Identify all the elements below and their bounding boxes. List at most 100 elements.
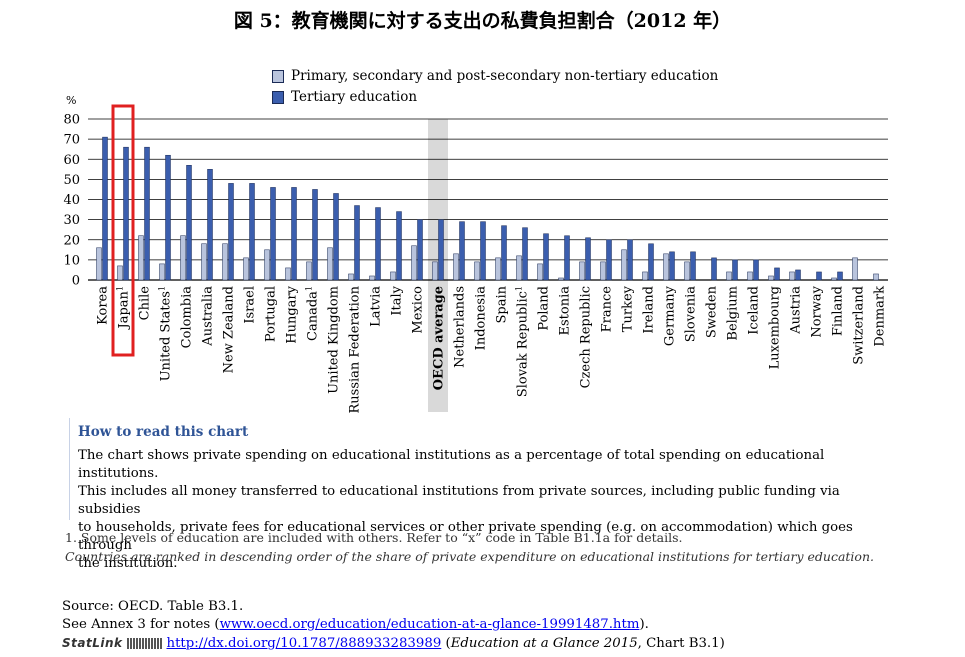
bar-primary xyxy=(516,255,522,281)
bar-tertiary xyxy=(459,221,465,281)
bar-primary xyxy=(327,247,333,281)
category-label: New Zealand xyxy=(222,286,237,373)
category-label: Latvia xyxy=(369,286,384,327)
bar-primary xyxy=(474,261,480,281)
bar-tertiary xyxy=(711,257,717,281)
notes-line: See Annex 3 for notes (www.oecd.org/educ… xyxy=(62,616,725,634)
bar-tertiary xyxy=(396,211,402,281)
legend-swatch-tertiary xyxy=(272,91,284,104)
bar-tertiary xyxy=(312,189,318,281)
bar-tertiary xyxy=(774,267,780,281)
bar-tertiary xyxy=(585,237,591,281)
howto-line: to households, private fees for educatio… xyxy=(78,520,853,553)
chart-legend: Primary, secondary and post-secondary no… xyxy=(272,66,718,108)
bar-primary xyxy=(831,277,837,281)
category-label: Norway xyxy=(810,285,825,337)
bar-primary xyxy=(663,253,669,281)
statlink-ref-title: Education at a Glance 2015 xyxy=(450,636,638,651)
bar-tertiary xyxy=(228,183,234,281)
notes-prefix: See Annex 3 for notes ( xyxy=(62,617,220,632)
bar-tertiary xyxy=(438,219,444,281)
bar-primary xyxy=(852,257,858,281)
bar-primary xyxy=(432,261,438,281)
bar-primary xyxy=(747,271,753,281)
footnote-marker: 1 xyxy=(158,286,167,291)
howto-line: The chart shows private spending on educ… xyxy=(78,448,825,481)
source-block: Source: OECD. Table B3.1. See Annex 3 fo… xyxy=(62,598,725,653)
bar-primary xyxy=(768,275,774,281)
bar-tertiary xyxy=(144,146,150,281)
category-label: Ireland xyxy=(642,286,657,334)
bar-primary xyxy=(789,271,795,281)
bar-primary xyxy=(684,261,690,281)
category-label: Turkey xyxy=(621,285,636,332)
category-label: Poland xyxy=(537,286,552,331)
statlink-ref-close: , Chart B3.1) xyxy=(637,636,725,651)
bar-primary xyxy=(600,261,606,281)
category-label: Belgium xyxy=(726,286,741,341)
annex-link[interactable]: www.oecd.org/education/education-at-a-gl… xyxy=(219,617,640,632)
y-tick-label: 0 xyxy=(72,274,80,289)
category-label: France xyxy=(600,286,615,333)
bar-primary xyxy=(264,249,270,281)
bar-tertiary xyxy=(480,221,486,281)
legend-item-tertiary: Tertiary education xyxy=(272,87,718,108)
category-label: Portugal xyxy=(264,286,279,342)
bar-primary xyxy=(159,263,165,281)
category-label: OECD average xyxy=(432,286,447,390)
bar-tertiary xyxy=(207,169,213,281)
source-line: Source: OECD. Table B3.1. xyxy=(62,599,244,614)
legend-swatch-primary xyxy=(272,70,284,83)
bar-primary xyxy=(222,243,228,281)
bar-tertiary xyxy=(123,146,129,281)
bar-tertiary xyxy=(333,193,339,281)
bar-primary xyxy=(369,275,375,281)
footnote-marker: 1 xyxy=(305,286,314,291)
bar-primary xyxy=(873,273,879,281)
category-label: Japan1 xyxy=(116,286,132,331)
statlink-link[interactable]: http://dx.doi.org/10.1787/888933283989 xyxy=(166,636,442,651)
howto-line: This includes all money transferred to e… xyxy=(78,484,840,517)
bar-tertiary xyxy=(354,205,360,281)
category-label: Italy xyxy=(390,285,405,315)
bar-tertiary xyxy=(186,165,192,281)
category-label: Finland xyxy=(831,286,846,336)
page-title: 図 5：教育機関に対する支出の私費負担割合（2012 年） xyxy=(233,10,732,32)
bar-tertiary xyxy=(522,227,528,281)
y-tick-label: 50 xyxy=(63,173,80,188)
category-label: Mexico xyxy=(411,286,426,334)
y-tick-label: 30 xyxy=(63,213,80,228)
bar-tertiary xyxy=(291,187,297,281)
legend-item-primary: Primary, secondary and post-secondary no… xyxy=(272,66,718,87)
bar-primary xyxy=(558,277,564,281)
japan-highlight-box xyxy=(111,104,135,357)
bar-primary xyxy=(285,267,291,281)
y-tick-label: 80 xyxy=(63,113,80,128)
notes-suffix: ). xyxy=(639,617,649,632)
y-axis-unit: % xyxy=(66,94,76,107)
bar-tertiary xyxy=(501,225,507,281)
category-label: Hungary xyxy=(285,285,300,343)
category-label: Russian Federation xyxy=(348,285,363,413)
howto-title: How to read this chart xyxy=(78,424,249,440)
bar-primary xyxy=(96,247,102,281)
bar-tertiary xyxy=(564,235,570,281)
category-label: Sweden xyxy=(705,285,720,338)
bar-primary xyxy=(495,257,501,281)
footnote-marker: 1 xyxy=(515,286,524,291)
bar-tertiary xyxy=(417,219,423,281)
bar-tertiary xyxy=(375,207,381,281)
y-tick-label: 60 xyxy=(63,153,80,168)
bar-tertiary xyxy=(543,233,549,281)
bar-tertiary xyxy=(102,136,108,281)
bar-primary xyxy=(621,249,627,281)
bar-primary xyxy=(348,273,354,281)
bar-tertiary xyxy=(795,269,801,281)
bar-tertiary xyxy=(690,251,696,281)
legend-label-tertiary: Tertiary education xyxy=(291,89,418,105)
category-label: United States1 xyxy=(158,286,174,381)
bar-primary xyxy=(201,243,207,281)
category-label: Austria xyxy=(789,286,804,335)
bar-tertiary xyxy=(627,239,633,281)
footnote-1: 1. Some levels of education are included… xyxy=(65,530,683,545)
